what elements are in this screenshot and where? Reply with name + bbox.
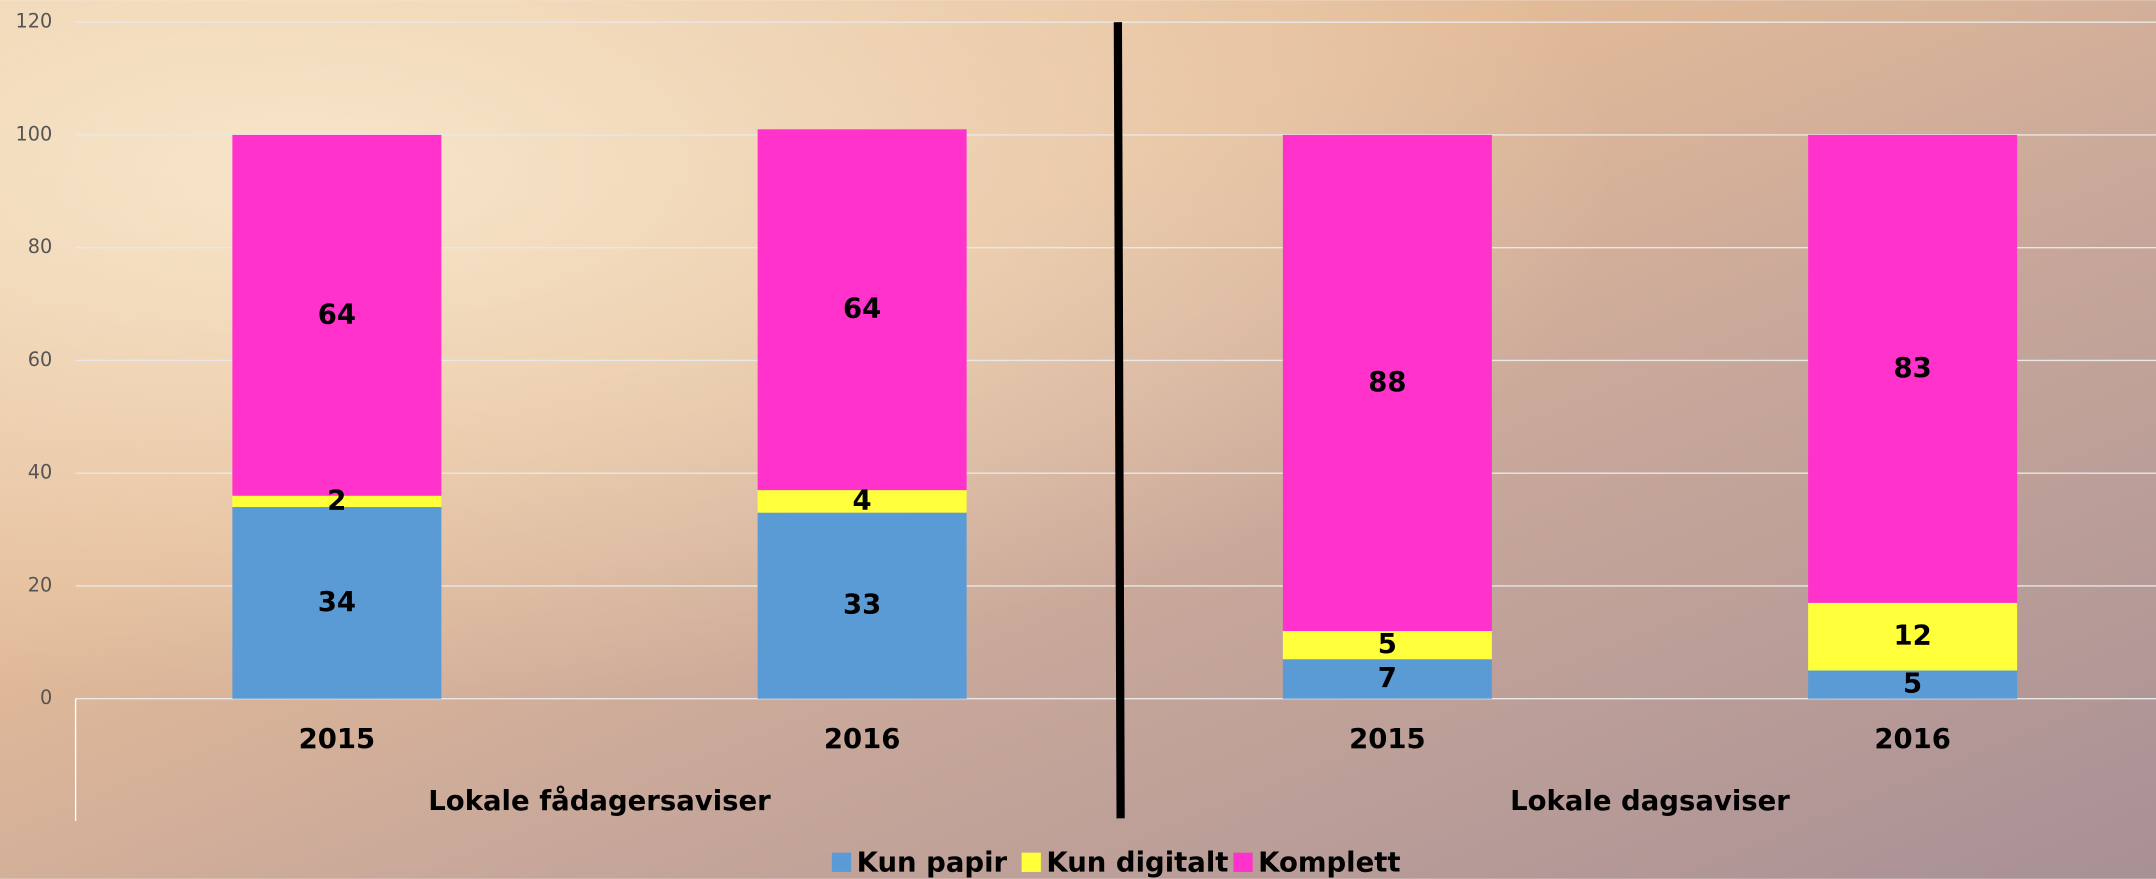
data-label: 83 <box>1893 352 1931 384</box>
data-label: 64 <box>843 293 881 325</box>
y-tick-label: 40 <box>28 461 53 484</box>
x-tick-label: 2016 <box>1874 723 1951 755</box>
data-label: 5 <box>1378 628 1397 660</box>
x-tick-label: 2015 <box>1349 723 1426 755</box>
data-label: 33 <box>843 589 881 621</box>
x-tick-label: 2016 <box>824 723 901 755</box>
data-label: 34 <box>318 586 356 618</box>
data-label: 64 <box>318 298 356 330</box>
y-tick-label: 120 <box>16 10 53 33</box>
group-label: Lokale fådagersaviser <box>428 784 771 817</box>
data-label: 5 <box>1903 668 1922 700</box>
data-label: 88 <box>1368 366 1406 398</box>
group-label: Lokale dagsaviser <box>1510 785 1790 817</box>
legend-swatch <box>832 853 851 872</box>
data-label: 2 <box>327 484 346 516</box>
y-tick-label: 60 <box>28 348 53 371</box>
chart: 0204060801001203426420153346420167588201… <box>0 0 2156 879</box>
legend-swatch <box>1022 853 1041 872</box>
data-label: 4 <box>853 484 872 516</box>
y-tick-label: 80 <box>28 235 53 258</box>
group-divider <box>1118 22 1121 818</box>
legend-swatch <box>1233 853 1252 872</box>
page: {"chart_data": {"type": "stacked-bar", "… <box>0 0 2156 879</box>
x-tick-label: 2015 <box>299 723 376 755</box>
data-label: 12 <box>1893 620 1931 652</box>
legend-label: Kun digitalt <box>1046 847 1228 879</box>
y-tick-label: 20 <box>28 573 53 596</box>
data-label: 7 <box>1378 662 1397 694</box>
legend-label: Komplett <box>1258 847 1400 879</box>
y-tick-label: 0 <box>40 686 52 709</box>
legend-label: Kun papir <box>857 847 1008 879</box>
y-tick-label: 100 <box>16 122 53 145</box>
